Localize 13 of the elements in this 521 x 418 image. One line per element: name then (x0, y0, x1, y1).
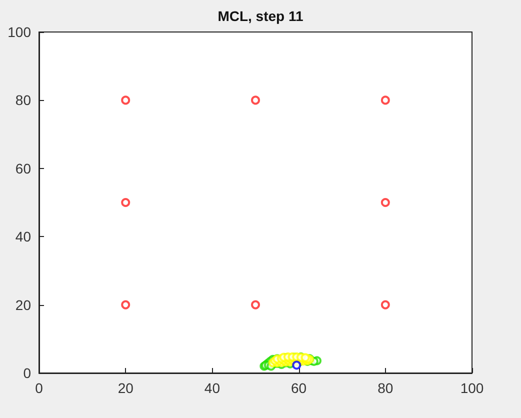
x-tick-label: 100 (460, 380, 484, 396)
x-tick-label: 60 (291, 380, 307, 396)
y-tick-label: 80 (15, 92, 32, 108)
y-tick-label: 40 (15, 228, 32, 245)
chart-title: MCL, step 11 (218, 8, 304, 24)
y-tick-label: 60 (15, 160, 32, 176)
y-tick-label: 0 (23, 365, 32, 381)
y-tick-label: 20 (15, 296, 32, 313)
x-tick-label: 20 (118, 380, 134, 396)
x-tick-label: 40 (204, 380, 220, 396)
y-tick-label: 100 (8, 24, 32, 40)
x-tick-label: 0 (35, 380, 44, 396)
x-tick-label: 80 (378, 380, 394, 396)
